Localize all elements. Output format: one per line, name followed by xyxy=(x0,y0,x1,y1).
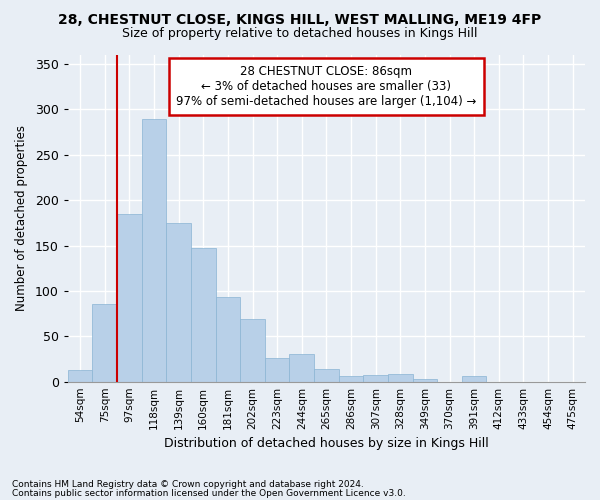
Bar xyxy=(166,223,191,382)
Text: Size of property relative to detached houses in Kings Hill: Size of property relative to detached ho… xyxy=(122,28,478,40)
Bar xyxy=(117,214,142,382)
Bar xyxy=(462,376,487,382)
Bar xyxy=(364,376,388,382)
Bar xyxy=(68,370,92,382)
Text: Contains HM Land Registry data © Crown copyright and database right 2024.: Contains HM Land Registry data © Crown c… xyxy=(12,480,364,489)
Bar xyxy=(289,354,314,382)
Bar xyxy=(92,304,117,382)
Bar xyxy=(314,369,339,382)
Text: Contains public sector information licensed under the Open Government Licence v3: Contains public sector information licen… xyxy=(12,489,406,498)
Bar xyxy=(413,379,437,382)
Text: 28, CHESTNUT CLOSE, KINGS HILL, WEST MALLING, ME19 4FP: 28, CHESTNUT CLOSE, KINGS HILL, WEST MAL… xyxy=(58,12,542,26)
Y-axis label: Number of detached properties: Number of detached properties xyxy=(15,126,28,312)
X-axis label: Distribution of detached houses by size in Kings Hill: Distribution of detached houses by size … xyxy=(164,437,489,450)
Text: 28 CHESTNUT CLOSE: 86sqm
← 3% of detached houses are smaller (33)
97% of semi-de: 28 CHESTNUT CLOSE: 86sqm ← 3% of detache… xyxy=(176,65,476,108)
Bar xyxy=(265,358,289,382)
Bar xyxy=(191,248,215,382)
Bar xyxy=(240,319,265,382)
Bar xyxy=(388,374,413,382)
Bar xyxy=(215,298,240,382)
Bar xyxy=(339,376,364,382)
Bar xyxy=(142,118,166,382)
